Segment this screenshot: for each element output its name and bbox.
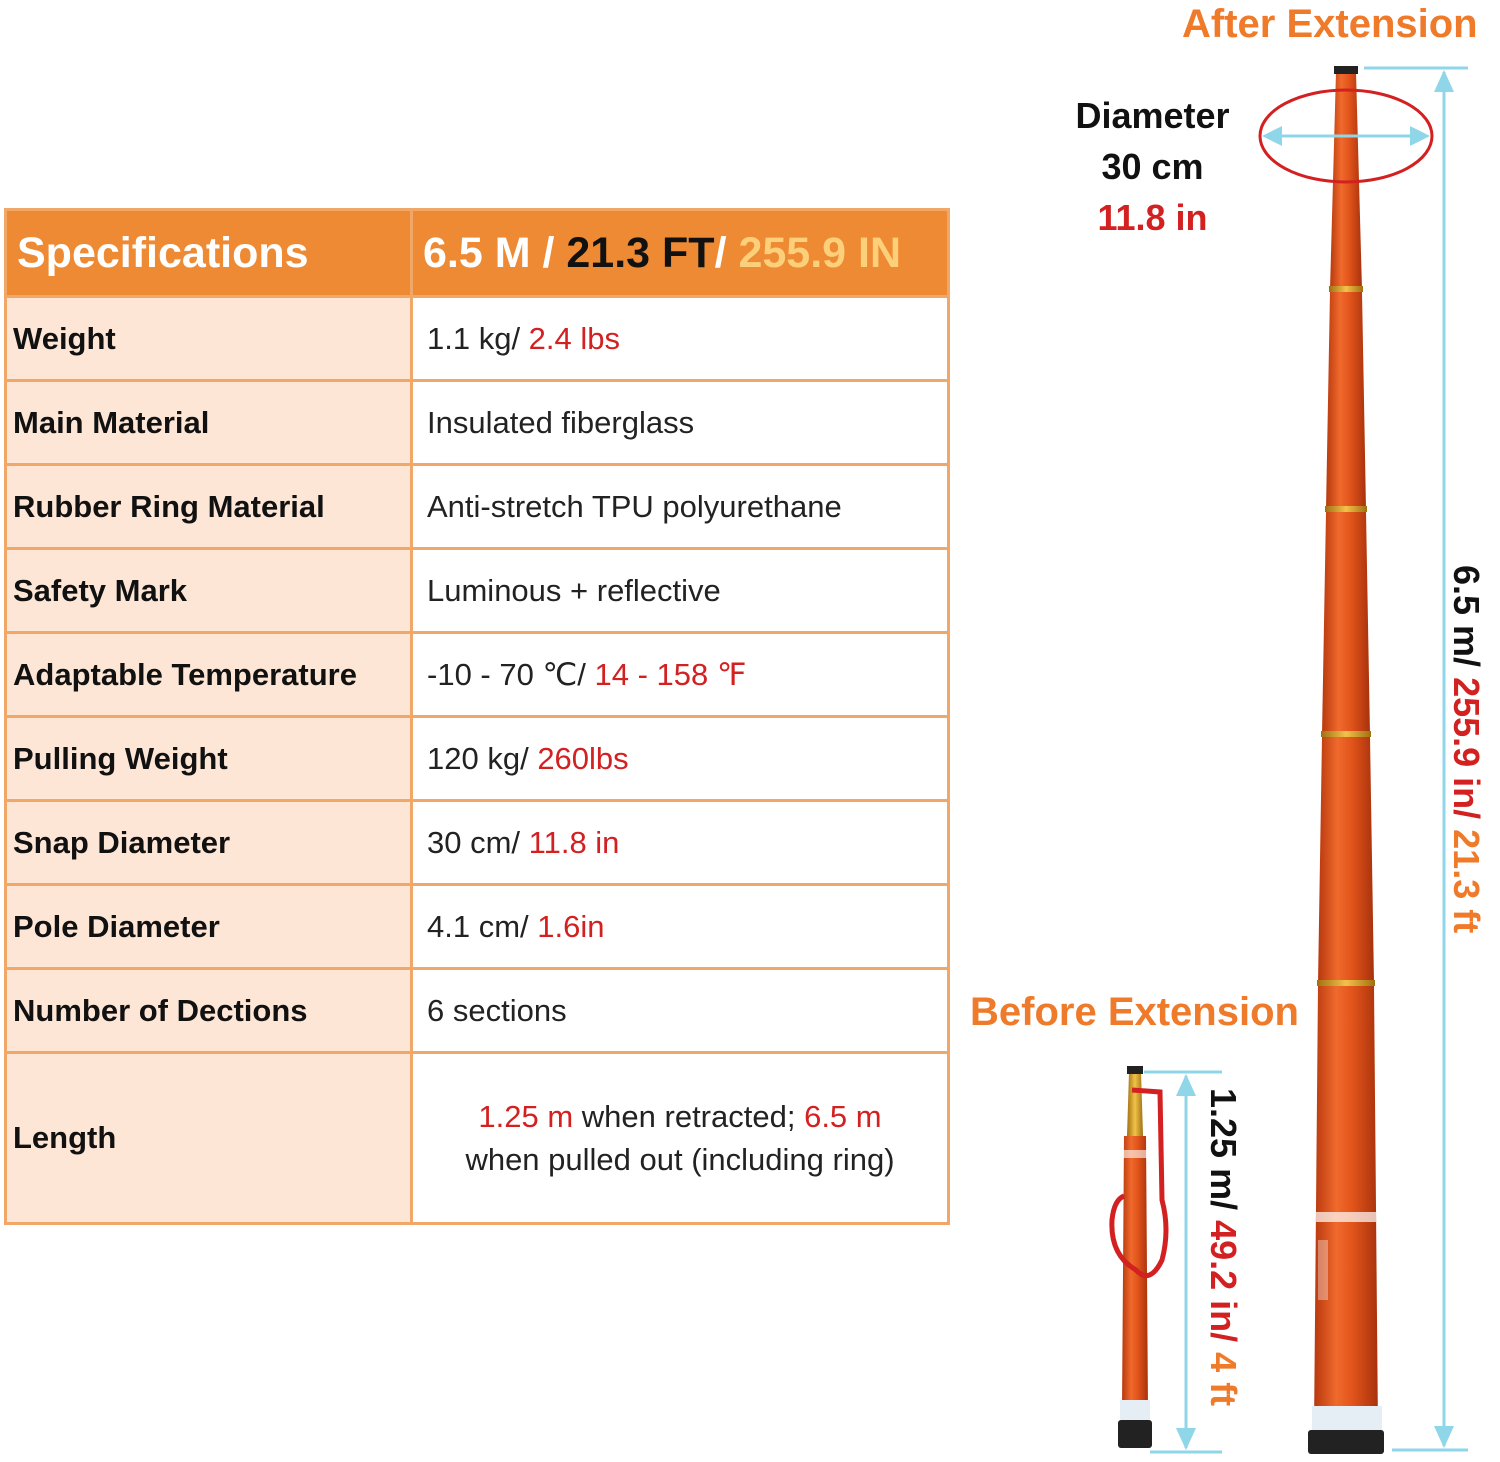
row-label-snap-diameter: Snap Diameter — [4, 799, 413, 886]
extended-length-ft: 21.3 ft — [1446, 819, 1487, 934]
value-extended: 6.5 m — [804, 1099, 882, 1134]
header-value-ft: 21.3 FT — [554, 228, 715, 277]
row-value-rubber-ring: Anti-stretch TPU polyurethane — [410, 463, 950, 550]
diameter-cm: 30 cm — [1101, 146, 1204, 187]
row-value-snap-diameter: 30 cm/ 11.8 in — [410, 799, 950, 886]
value-text: when pulled out (including ring) — [465, 1142, 895, 1177]
row-label-pulling-weight: Pulling Weight — [4, 715, 413, 802]
before-dimension-arrow — [1144, 1070, 1222, 1454]
extended-length-in: 255.9 in/ — [1446, 667, 1487, 820]
table-row: Weight 1.1 kg/ 2.4 lbs — [4, 295, 950, 382]
row-label-rubber-ring: Rubber Ring Material — [4, 463, 413, 550]
row-label-main-material: Main Material — [4, 379, 413, 466]
row-value-pulling-weight: 120 kg/ 260lbs — [410, 715, 950, 802]
extended-pole — [1308, 66, 1384, 1454]
table-row: Safety Mark Luminous + reflective — [4, 547, 950, 634]
before-extension-title: Before Extension — [970, 990, 1299, 1034]
header-value: 6.5 M / 21.3 FT/ 255.9 IN — [410, 208, 950, 298]
header-value-sep: / — [714, 228, 727, 277]
table-row: Snap Diameter 30 cm/ 11.8 in — [4, 799, 950, 886]
row-value-temperature: -10 - 70 ℃/ 14 - 158 ℉ — [410, 631, 950, 718]
after-dimension-arrow — [1364, 66, 1468, 1452]
row-value-pole-diameter: 4.1 cm/ 1.6in — [410, 883, 950, 970]
extended-length-label: 6.5 m/ 255.9 in/ 21.3 ft — [1445, 565, 1487, 933]
extended-length-m: 6.5 m/ — [1446, 565, 1487, 668]
header-value-in: 255.9 IN — [726, 228, 902, 277]
row-value-main-material: Insulated fiberglass — [410, 379, 950, 466]
value-text: when retracted; — [573, 1099, 805, 1134]
after-extension-title: After Extension — [1182, 2, 1478, 46]
row-value-length: 1.25 m when retracted; 6.5 m when pulled … — [410, 1051, 950, 1225]
row-label-temperature: Adaptable Temperature — [4, 631, 413, 718]
diameter-title: Diameter — [1075, 95, 1230, 136]
value-imperial: 11.8 in — [520, 824, 620, 860]
retracted-length-label: 1.25 m/ 49.2 in/ 4 ft — [1202, 1088, 1244, 1406]
table-row: Adaptable Temperature -10 - 70 ℃/ 14 - 1… — [4, 631, 950, 718]
retracted-pole — [1109, 1066, 1169, 1448]
header-value-m: 6.5 M / — [423, 228, 555, 277]
row-label-pole-diameter: Pole Diameter — [4, 883, 413, 970]
row-value-weight: 1.1 kg/ 2.4 lbs — [410, 295, 950, 382]
retracted-length-m: 1.25 m/ — [1203, 1088, 1244, 1211]
value-imperial: 14 - 158 ℉ — [585, 656, 747, 692]
value-retracted: 1.25 m — [478, 1099, 574, 1134]
row-label-sections: Number of Dections — [4, 967, 413, 1054]
row-label-weight: Weight — [4, 295, 413, 382]
table-header-row: Specifications 6.5 M / 21.3 FT/ 255.9 IN — [4, 208, 950, 298]
table-row: Main Material Insulated fiberglass — [4, 379, 950, 466]
value-metric: -10 - 70 ℃/ — [427, 656, 586, 692]
value-metric: 30 cm/ — [427, 824, 521, 860]
table-row: Number of Dections 6 sections — [4, 967, 950, 1054]
value-imperial: 1.6in — [528, 908, 605, 944]
table-row: Pulling Weight 120 kg/ 260lbs — [4, 715, 950, 802]
value-metric: 4.1 cm/ — [427, 908, 529, 944]
row-label-safety-mark: Safety Mark — [4, 547, 413, 634]
diameter-in: 11.8 in — [1097, 197, 1208, 238]
row-value-sections: 6 sections — [410, 967, 950, 1054]
value-metric: 120 kg/ — [427, 740, 529, 776]
diameter-label: Diameter 30 cm 11.8 in — [1060, 90, 1245, 243]
diameter-ring — [1258, 88, 1434, 184]
value-metric: 1.1 kg/ — [427, 320, 521, 356]
value-imperial: 260lbs — [528, 740, 629, 776]
table-row: Rubber Ring Material Anti-stretch TPU po… — [4, 463, 950, 550]
specifications-table: Specifications 6.5 M / 21.3 FT/ 255.9 IN… — [4, 208, 950, 1225]
row-value-safety-mark: Luminous + reflective — [410, 547, 950, 634]
value-imperial: 2.4 lbs — [520, 320, 621, 356]
retracted-length-in: 49.2 in/ — [1203, 1210, 1244, 1343]
table-row: Pole Diameter 4.1 cm/ 1.6in — [4, 883, 950, 970]
header-label: Specifications — [4, 208, 413, 298]
retracted-length-ft: 4 ft — [1203, 1342, 1244, 1407]
row-label-length: Length — [4, 1051, 413, 1225]
table-row: Length 1.25 m when retracted; 6.5 m when … — [4, 1051, 950, 1225]
